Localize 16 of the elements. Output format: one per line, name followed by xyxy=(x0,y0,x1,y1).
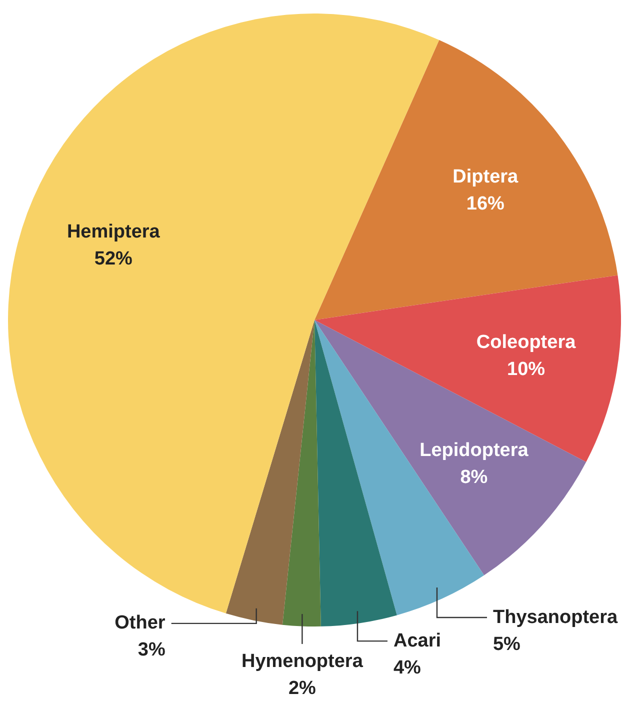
data-label: 4% xyxy=(393,657,422,678)
data-label: 10% xyxy=(507,359,546,380)
slice-label: Other xyxy=(114,612,166,634)
data-label: 52% xyxy=(94,248,133,270)
slice-label: Hymenoptera xyxy=(241,651,364,672)
slice-label: Acari xyxy=(393,630,442,652)
data-label: 8% xyxy=(460,466,488,488)
slice-label: Hemiptera xyxy=(66,221,160,242)
data-label: 3% xyxy=(138,640,166,661)
slice-label: Coleoptera xyxy=(476,332,576,354)
slice-label: Lepidoptera xyxy=(420,440,529,461)
slice-label: Thysanoptera xyxy=(492,606,618,628)
data-label: 5% xyxy=(492,634,521,655)
slice-label: Diptera xyxy=(452,166,519,188)
data-label: 2% xyxy=(288,678,316,700)
data-label: 16% xyxy=(466,194,505,215)
